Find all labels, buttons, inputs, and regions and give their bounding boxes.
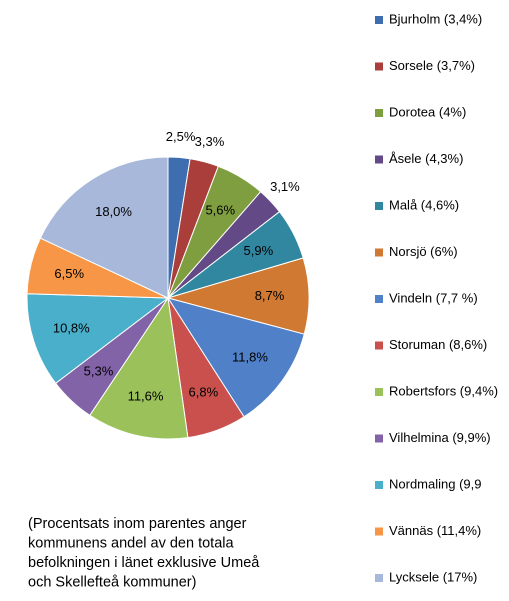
legend-label: Vilhelmina (9,9%) xyxy=(389,430,491,445)
legend-swatch xyxy=(375,155,383,164)
pie-slice xyxy=(26,293,170,384)
slice-label: 6,5% xyxy=(54,266,84,281)
slice-label: 5,3% xyxy=(84,363,114,378)
legend-swatch xyxy=(375,109,383,117)
legend-label: Robertsfors (9,4%) xyxy=(389,383,498,398)
legend-label: Nordmaling (9,9 xyxy=(389,476,482,491)
annotation: och Skellefteå kommuner) xyxy=(28,574,196,590)
annotation: kommunens andel av den totala xyxy=(28,535,234,551)
legend-swatch xyxy=(375,341,383,350)
slice-label: 11,8% xyxy=(232,349,268,364)
slice-label: 3,3% xyxy=(195,134,225,149)
legend-swatch xyxy=(375,388,383,396)
legend-label: Bjurholm (3,4%) xyxy=(389,11,482,26)
pie-slice xyxy=(39,156,169,299)
slice-label: 10,8% xyxy=(53,320,90,335)
legend-label: Storuman (8,6%) xyxy=(389,337,487,352)
legend-swatch xyxy=(375,202,383,210)
pie-slice xyxy=(166,297,305,418)
annotation: befolkningen i länet exklusive Umeå xyxy=(28,555,260,571)
slice-label: 8,7% xyxy=(255,288,285,303)
legend-swatch xyxy=(375,295,383,303)
annotation: (Procentsats inom parentes anger xyxy=(28,516,247,532)
legend-label: Sorsele (3,7%) xyxy=(389,58,475,73)
legend-label: Malå (4,6%) xyxy=(389,197,459,212)
legend-swatch xyxy=(375,434,383,443)
legend-label: Lycksele (17%) xyxy=(389,569,477,584)
slice-label: 11,6% xyxy=(128,388,164,403)
slice-label: 18,0% xyxy=(95,204,132,219)
pie-slice xyxy=(89,296,189,440)
legend-swatch xyxy=(375,248,383,257)
legend-label: Vännäs (11,4%) xyxy=(389,523,481,538)
slice-label: 5,9% xyxy=(244,243,274,258)
legend-swatch xyxy=(375,16,383,24)
legend-label: Åsele (4,3%) xyxy=(389,151,463,166)
legend-label: Dorotea (4%) xyxy=(389,104,466,119)
slice-label: 6,8% xyxy=(189,385,219,400)
legend-swatch xyxy=(375,62,383,71)
slice-label: 2,5% xyxy=(166,129,196,144)
legend-label: Vindeln (7,7 %) xyxy=(389,290,478,305)
legend-swatch xyxy=(375,481,383,489)
legend-swatch xyxy=(375,527,383,536)
legend-swatch xyxy=(375,574,383,582)
slice-label: 3,1% xyxy=(270,179,300,194)
legend-label: Norsjö (6%) xyxy=(389,244,458,259)
slice-label: 5,6% xyxy=(205,202,235,217)
